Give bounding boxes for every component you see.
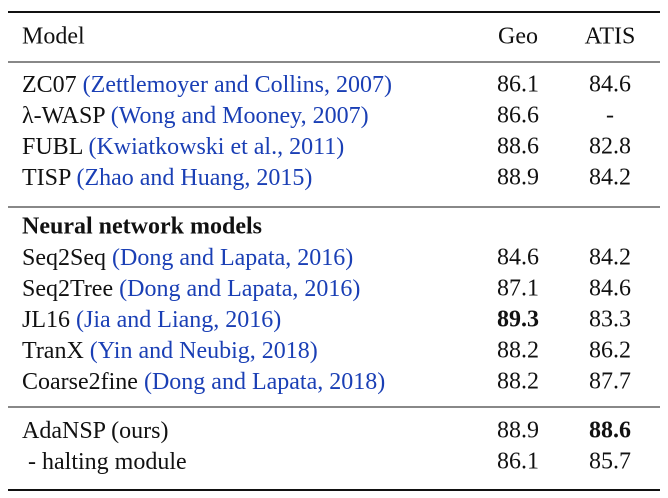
- atis-score: 85.7: [589, 449, 631, 475]
- geo-score: 86.1: [497, 449, 539, 475]
- atis-score: 84.6: [589, 276, 631, 302]
- geo-score: 88.6: [497, 134, 539, 160]
- geo-score: 88.9: [497, 165, 539, 191]
- model-cell: ZC07 (Zettlemoyer and Collins, 2007): [22, 72, 392, 98]
- model-cell: Seq2Seq (Dong and Lapata, 2016): [22, 245, 353, 271]
- group-title: Neural network models: [22, 214, 262, 240]
- model-name: AdaNSP (ours): [22, 418, 168, 444]
- model-name: JL16: [22, 307, 70, 333]
- model-name: - halting module: [22, 449, 187, 475]
- citation: (Kwiatkowski et al., 2011): [88, 134, 344, 160]
- geo-score: 88.9: [497, 418, 539, 444]
- atis-score: 84.6: [589, 72, 631, 98]
- citation: (Yin and Neubig, 2018): [90, 338, 318, 364]
- geo-score: 87.1: [497, 276, 539, 302]
- header-geo: Geo: [498, 24, 538, 50]
- geo-score: 89.3: [497, 307, 539, 333]
- citation: (Zhao and Huang, 2015): [76, 165, 312, 191]
- geo-score: 84.6: [497, 245, 539, 271]
- model-cell: JL16 (Jia and Liang, 2016): [22, 307, 281, 333]
- geo-score: 88.2: [497, 338, 539, 364]
- model-cell: FUBL (Kwiatkowski et al., 2011): [22, 134, 344, 160]
- atis-score: 86.2: [589, 338, 631, 364]
- model-cell: TranX (Yin and Neubig, 2018): [22, 338, 318, 364]
- geo-score: 88.2: [497, 369, 539, 395]
- atis-score: 88.6: [589, 418, 631, 444]
- model-name: Seq2Tree: [22, 276, 113, 302]
- model-cell: Coarse2fine (Dong and Lapata, 2018): [22, 369, 385, 395]
- model-name: FUBL: [22, 134, 83, 160]
- citation: (Dong and Lapata, 2018): [144, 369, 385, 395]
- model-name: ZC07: [22, 72, 77, 98]
- model-cell: TISP (Zhao and Huang, 2015): [22, 165, 312, 191]
- geo-score: 86.1: [497, 72, 539, 98]
- model-cell: - halting module: [22, 449, 187, 475]
- atis-score: 83.3: [589, 307, 631, 333]
- atis-score: 82.8: [589, 134, 631, 160]
- atis-score: 87.7: [589, 369, 631, 395]
- model-name: λ-WASP: [22, 103, 105, 129]
- citation: (Jia and Liang, 2016): [76, 307, 281, 333]
- citation: (Zettlemoyer and Collins, 2007): [83, 72, 392, 98]
- model-name: TISP: [22, 165, 71, 191]
- model-cell: λ-WASP (Wong and Mooney, 2007): [22, 103, 369, 129]
- geo-score: 86.6: [497, 103, 539, 129]
- atis-score: 84.2: [589, 165, 631, 191]
- atis-score: -: [606, 103, 614, 129]
- model-name: Seq2Seq: [22, 245, 106, 271]
- header-model: Model: [22, 24, 85, 50]
- citation: (Dong and Lapata, 2016): [112, 245, 353, 271]
- atis-score: 84.2: [589, 245, 631, 271]
- model-name: TranX: [22, 338, 84, 364]
- citation: (Wong and Mooney, 2007): [111, 103, 369, 129]
- model-cell: AdaNSP (ours): [22, 418, 168, 444]
- citation: (Dong and Lapata, 2016): [119, 276, 360, 302]
- model-cell: Seq2Tree (Dong and Lapata, 2016): [22, 276, 360, 302]
- header-atis: ATIS: [585, 24, 636, 50]
- model-name: Coarse2fine: [22, 369, 138, 395]
